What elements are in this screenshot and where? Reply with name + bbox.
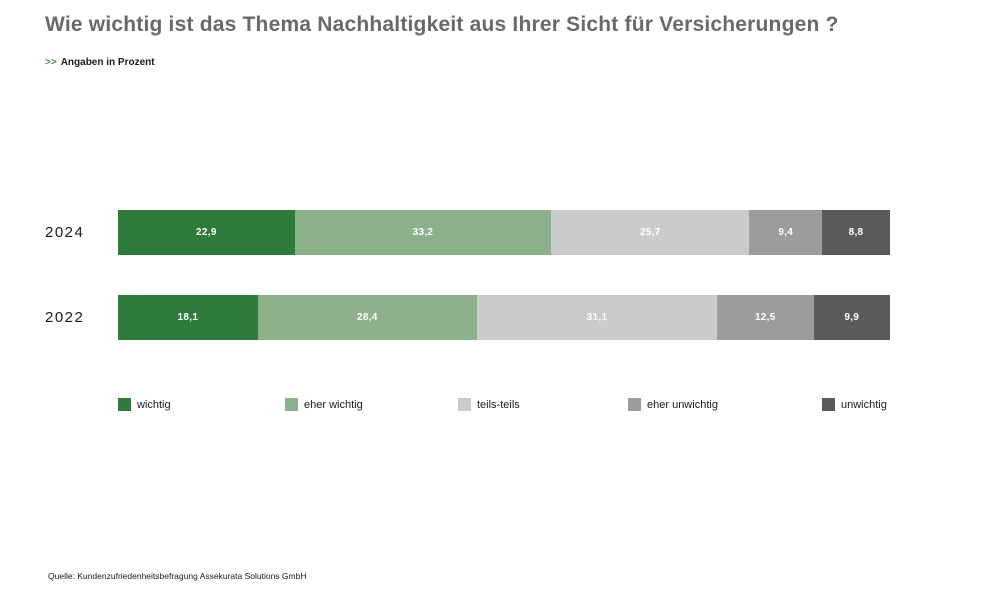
legend-item: eher unwichtig [628, 398, 718, 411]
bar-value-label: 9,4 [778, 227, 794, 238]
legend-label: wichtig [137, 398, 171, 411]
chevron-right-icon: >> [45, 57, 57, 68]
bar-segment: 25,7 [551, 210, 750, 255]
bar-value-label: 18,1 [177, 312, 199, 323]
bar-segment: 9,4 [749, 210, 823, 255]
legend-swatch [118, 398, 131, 411]
bar-segment: 9,9 [813, 295, 890, 340]
legend-swatch [285, 398, 298, 411]
chart-title: Wie wichtig ist das Thema Nachhaltigkeit… [45, 13, 839, 36]
legend-swatch [458, 398, 471, 411]
bar-track: 22,9 33,2 25,7 9,4 8,8 [118, 210, 890, 255]
bar-segment: 12,5 [717, 295, 814, 340]
bar-value-label: 31,1 [586, 312, 608, 323]
bar-segment: 8,8 [822, 210, 890, 255]
source-note: Quelle: Kundenzufriedenheitsbefragung As… [48, 571, 307, 581]
legend-label: eher unwichtig [647, 398, 718, 411]
bar-value-label: 9,9 [844, 312, 860, 323]
bar-segment: 22,9 [118, 210, 295, 255]
legend-item: eher wichtig [285, 398, 363, 411]
bar-row-2022: 2022 18,1 28,4 31,1 12,5 9,9 [45, 295, 890, 340]
bar-segment: 31,1 [476, 295, 718, 340]
bar-track: 18,1 28,4 31,1 12,5 9,9 [118, 295, 890, 340]
legend-label: unwichtig [841, 398, 887, 411]
legend-label: teils-teils [477, 398, 520, 411]
year-label: 2022 [45, 309, 85, 326]
bar-segment: 28,4 [257, 295, 477, 340]
bar-segment: 33,2 [294, 210, 552, 255]
bar-value-label: 12,5 [754, 312, 776, 323]
legend-item: teils-teils [458, 398, 520, 411]
bar-value-label: 25,7 [639, 227, 661, 238]
year-label: 2024 [45, 224, 85, 241]
legend-swatch [822, 398, 835, 411]
bar-value-label: 22,9 [196, 227, 217, 238]
legend-item: unwichtig [822, 398, 887, 411]
bar-value-label: 28,4 [357, 312, 378, 323]
bar-row-2024: 2024 22,9 33,2 25,7 9,4 8,8 [45, 210, 890, 255]
bar-value-label: 33,2 [412, 227, 434, 238]
bar-value-label: 8,8 [848, 227, 864, 238]
legend-label: eher wichtig [304, 398, 363, 411]
bar-segment: 18,1 [118, 295, 258, 340]
chart-subtitle-label: Angaben in Prozent [60, 57, 155, 68]
chart-legend: wichtig eher wichtig teils-teils eher unwic… [118, 398, 900, 414]
chart-subtitle: >> Angaben in Prozent [45, 57, 155, 68]
legend-swatch [628, 398, 641, 411]
legend-item: wichtig [118, 398, 171, 411]
